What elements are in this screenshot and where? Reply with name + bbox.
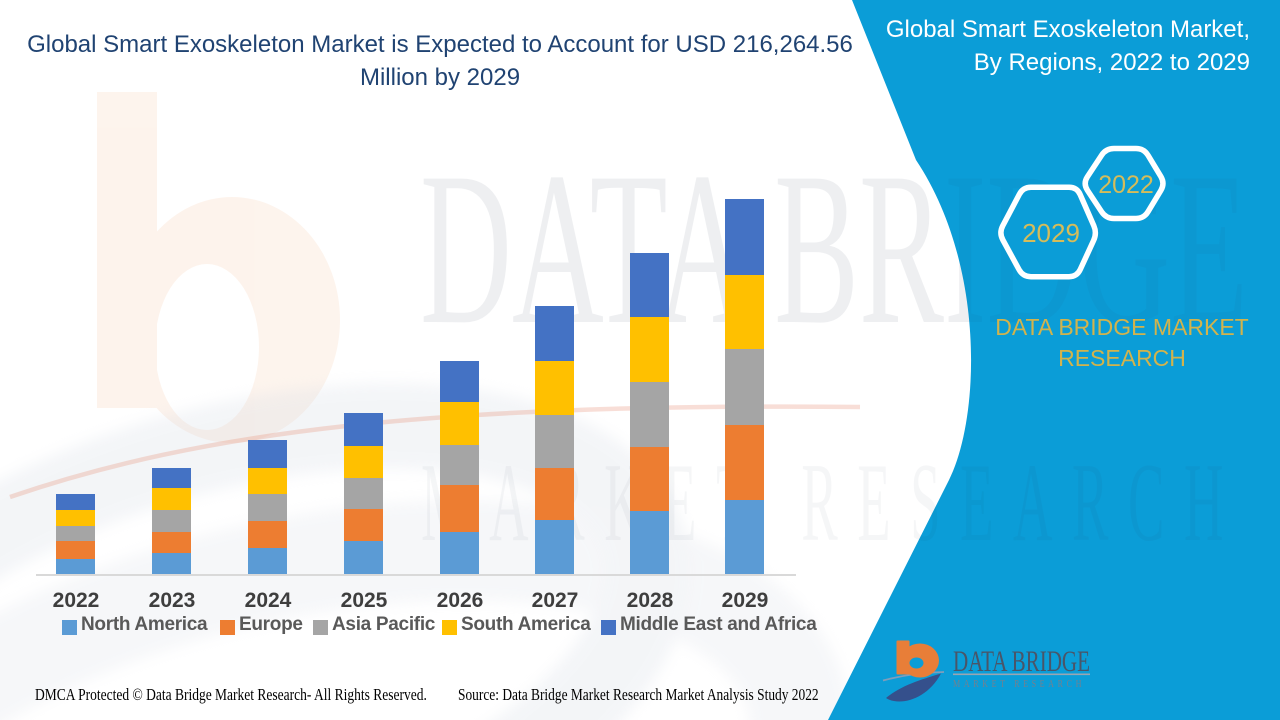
svg-text:2022: 2022 <box>1098 171 1154 199</box>
svg-text:2029: 2029 <box>1022 218 1080 248</box>
svg-text:MARKET RESEARCH: MARKET RESEARCH <box>953 679 1085 690</box>
svg-text:DATA BRIDGE: DATA BRIDGE <box>953 645 1090 678</box>
